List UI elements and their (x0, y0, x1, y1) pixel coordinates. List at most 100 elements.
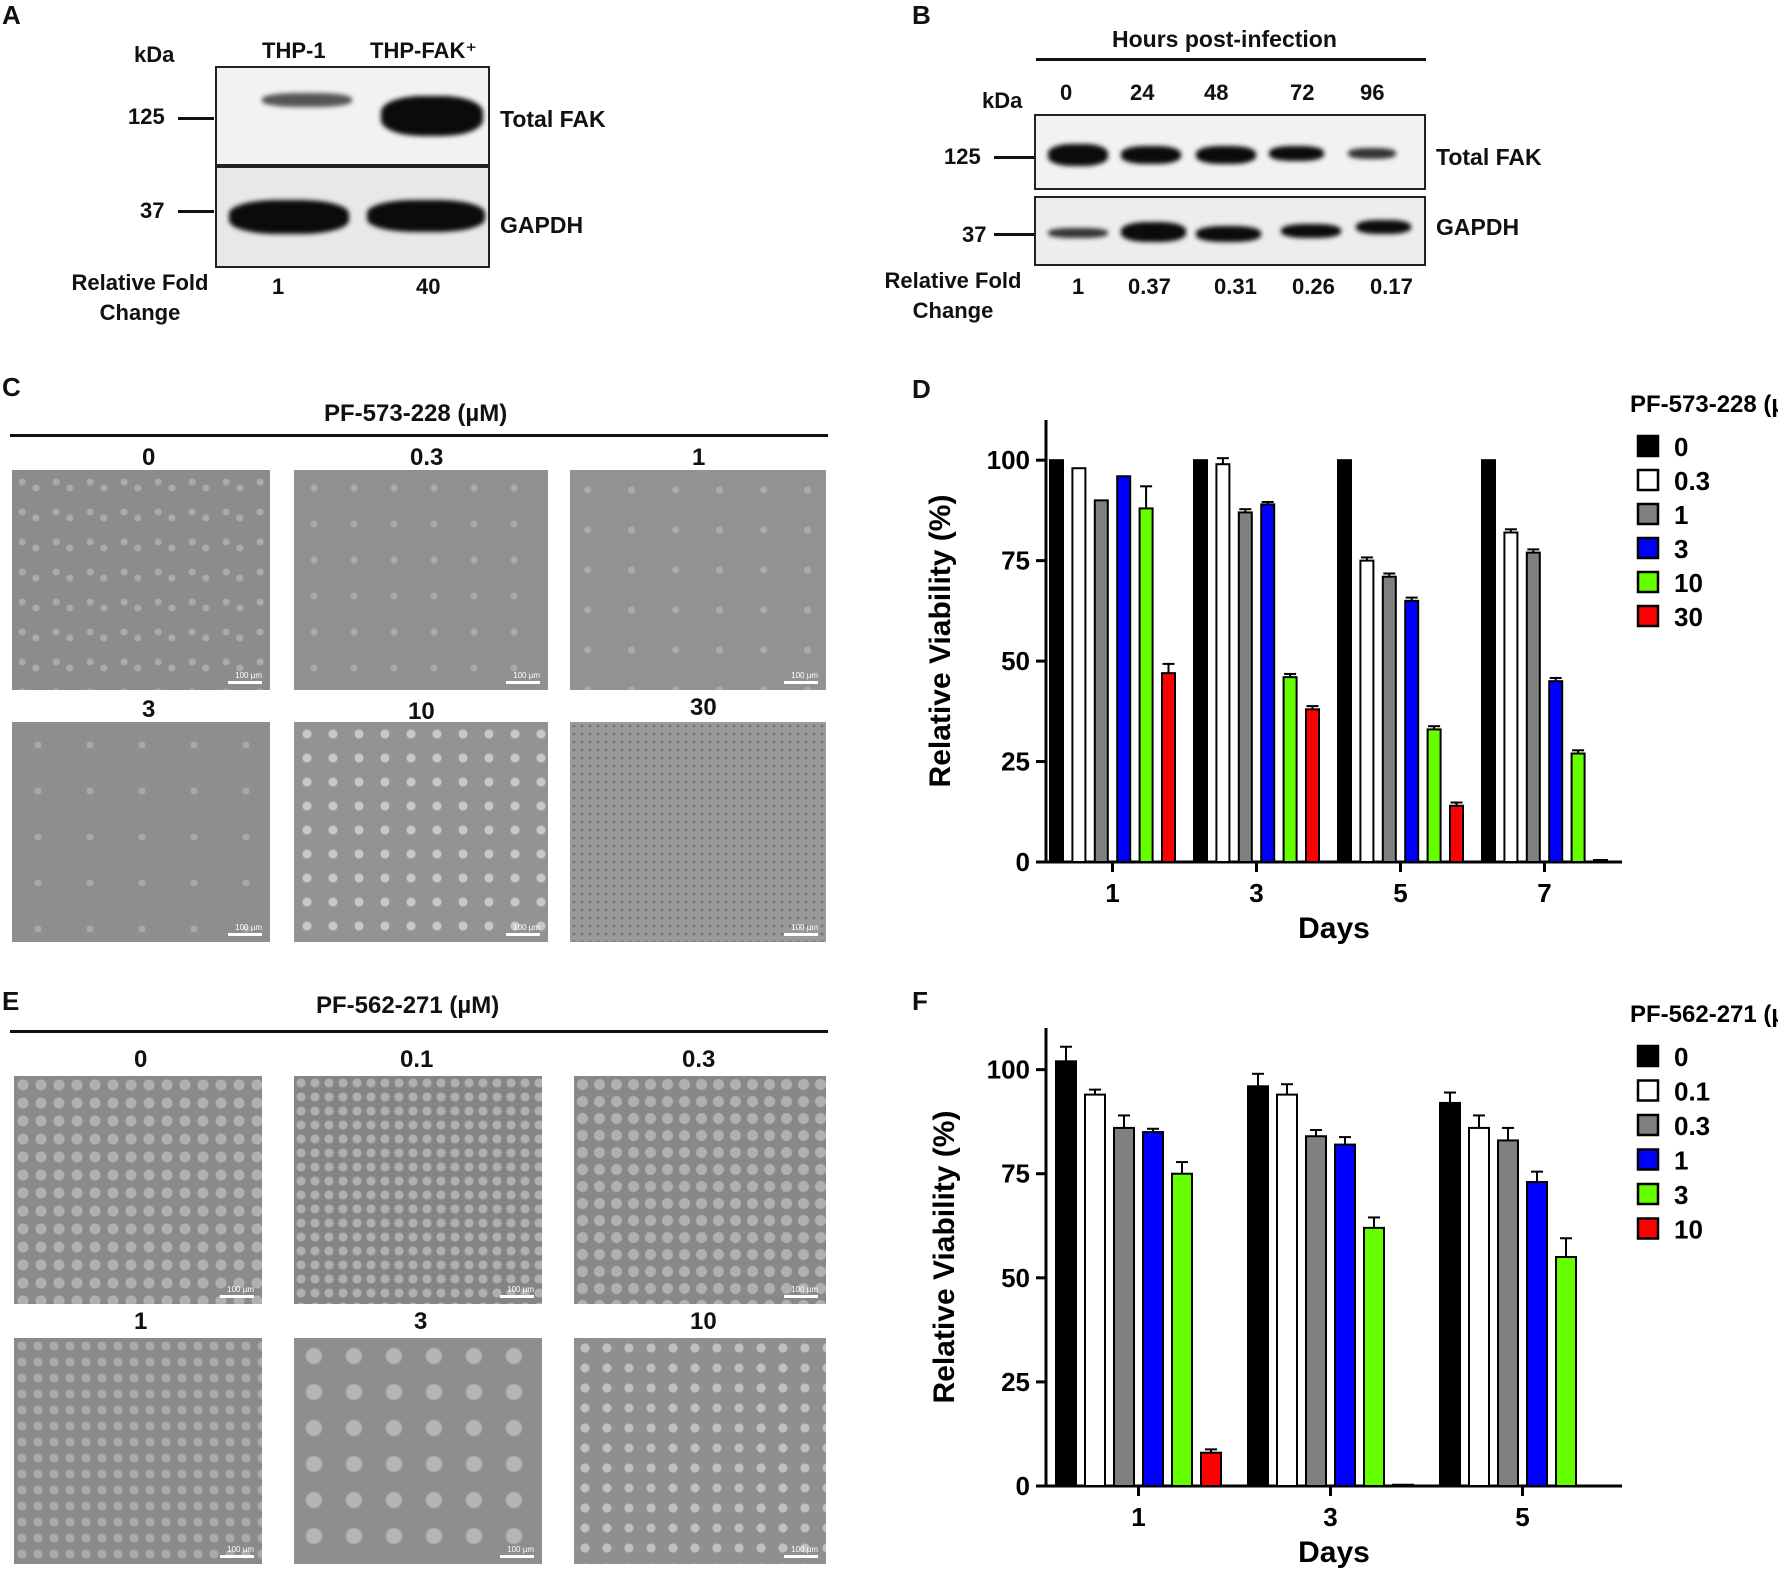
fold-value-b-24: 0.37 (1128, 274, 1171, 299)
scale-bar (220, 1555, 254, 1558)
fold-value-a-1: 1 (272, 274, 285, 299)
panel-letter-c: C (2, 372, 21, 402)
bar-F-day3-s0.1 (1276, 1093, 1298, 1487)
panel-letter-e: E (2, 986, 20, 1016)
micrograph-c-0-3: 100 µm (294, 470, 548, 690)
legend-swatch-1 (1636, 1148, 1660, 1171)
y-tick-label: 0 (1016, 847, 1030, 877)
legend-swatch-0.3 (1636, 1113, 1660, 1137)
fold-value-a-2: 40 (416, 274, 441, 299)
bar-D-day1-s3 (1116, 475, 1132, 863)
scale-bar-label: 100 µm (791, 671, 818, 680)
legend-swatch-1 (1636, 502, 1660, 526)
panel-letter-d: D (912, 374, 931, 404)
scale-bar (500, 1555, 534, 1558)
scale-bar (506, 933, 540, 936)
blot-band (1281, 224, 1341, 238)
x-tick-label: 7 (1537, 878, 1551, 908)
marker-tick (994, 233, 1034, 236)
scale-bar-label: 100 µm (227, 1285, 254, 1294)
micrograph-c-1: 100 µm (570, 470, 826, 690)
bar-F-day5-s0.3 (1497, 1139, 1519, 1488)
x-tick-label: 1 (1131, 1502, 1145, 1532)
bar-D-day1-s0 (1049, 459, 1064, 863)
panel-c-label-1: 1 (692, 444, 706, 471)
bar-F-day1-s0.3 (1113, 1126, 1135, 1487)
bar-F-day5-s3 (1555, 1256, 1577, 1487)
blot-band (229, 200, 349, 234)
micrograph-e-0: 100 µm (14, 1076, 262, 1304)
scale-bar-label: 100 µm (791, 923, 818, 932)
legend-swatch-0 (1636, 1044, 1660, 1068)
legend-title: PF-573-228 (µM) (1630, 391, 1778, 418)
panel-e-title: PF-562-271 (µM) (316, 992, 500, 1019)
header-rule (1036, 58, 1426, 61)
blot-band (1121, 222, 1186, 242)
y-tick-label: 100 (987, 445, 1030, 475)
bar-D-day7-s30 (1593, 858, 1608, 863)
x-tick-label: 3 (1323, 1502, 1337, 1532)
marker-tick (178, 210, 214, 213)
bar-D-day3-s0 (1193, 459, 1208, 863)
panel-letter-b: B (912, 0, 931, 30)
blot-band (1356, 220, 1411, 234)
micrograph-e-0-3: 100 µm (574, 1076, 826, 1304)
legend-swatch-10 (1636, 1217, 1660, 1240)
legend-label-3: 3 (1674, 534, 1688, 564)
legend-label-0: 0 (1674, 1042, 1688, 1072)
scale-bar-label: 100 µm (507, 1545, 534, 1554)
marker-125-b: 125 (944, 144, 981, 169)
scale-bar (506, 681, 540, 684)
panel-c-label-0: 0 (142, 444, 156, 471)
legend-swatch-10 (1636, 570, 1660, 594)
x-axis-label: Days (1298, 912, 1370, 945)
target-gapdh-a: GAPDH (500, 212, 584, 238)
x-tick-label: 5 (1393, 878, 1407, 908)
scale-bar-label: 100 µm (235, 671, 262, 680)
panel-e-label-3: 3 (414, 1308, 428, 1335)
blot-band (1348, 148, 1396, 159)
target-total-fak-b: Total FAK (1436, 144, 1542, 170)
panel-c-label-30: 30 (690, 694, 717, 721)
blot-band (1048, 144, 1108, 166)
y-axis-label: Relative Viability (%) (928, 1111, 961, 1404)
legend-label-10: 10 (1674, 568, 1703, 598)
header-hours-post-infection: Hours post-infection (1112, 26, 1337, 52)
legend-label-0: 0 (1674, 432, 1688, 462)
scale-bar (784, 933, 818, 936)
blot-band (1269, 146, 1324, 161)
scale-bar (784, 681, 818, 684)
legend-label-1: 1 (1674, 500, 1688, 530)
scale-bar-label: 100 µm (513, 923, 540, 932)
bar-F-day5-s0 (1439, 1101, 1461, 1487)
bar-F-day1-s0.1 (1084, 1093, 1106, 1487)
lane-label-24h: 24 (1130, 80, 1155, 105)
micrograph-e-0-1: 100 µm (294, 1076, 542, 1304)
marker-37-a: 37 (140, 198, 165, 223)
bar-D-day7-s0 (1481, 459, 1496, 863)
scale-bar-label: 100 µm (507, 1285, 534, 1294)
blot-band (1196, 146, 1256, 164)
bar-D-day5-s0 (1337, 459, 1352, 863)
lane-label-thp-fak: THP-FAK⁺ (370, 38, 477, 63)
kda-label-b: kDa (982, 88, 1023, 113)
panel-e-label-0-3: 0.3 (682, 1046, 716, 1073)
blot-band (1121, 146, 1181, 164)
y-tick-label: 100 (987, 1055, 1030, 1085)
micrograph-c-3: 100 µm (12, 722, 270, 942)
panel-letter-f: F (912, 986, 928, 1016)
fold-change-label-b: Relative Fold Change (884, 268, 1022, 323)
lane-label-48h: 48 (1204, 80, 1229, 105)
marker-tick (994, 156, 1034, 159)
blot-total-fak-a (215, 66, 490, 166)
x-axis-label: Days (1298, 1536, 1370, 1569)
scale-bar (784, 1555, 818, 1558)
y-axis-label: Relative Viability (%) (924, 495, 957, 788)
lane-label-thp1: THP-1 (262, 38, 326, 63)
scale-bar-label: 100 µm (791, 1545, 818, 1554)
bar-F-day3-s1 (1334, 1143, 1356, 1487)
bar-F-day3-s3 (1363, 1226, 1385, 1487)
scale-bar (500, 1295, 534, 1298)
